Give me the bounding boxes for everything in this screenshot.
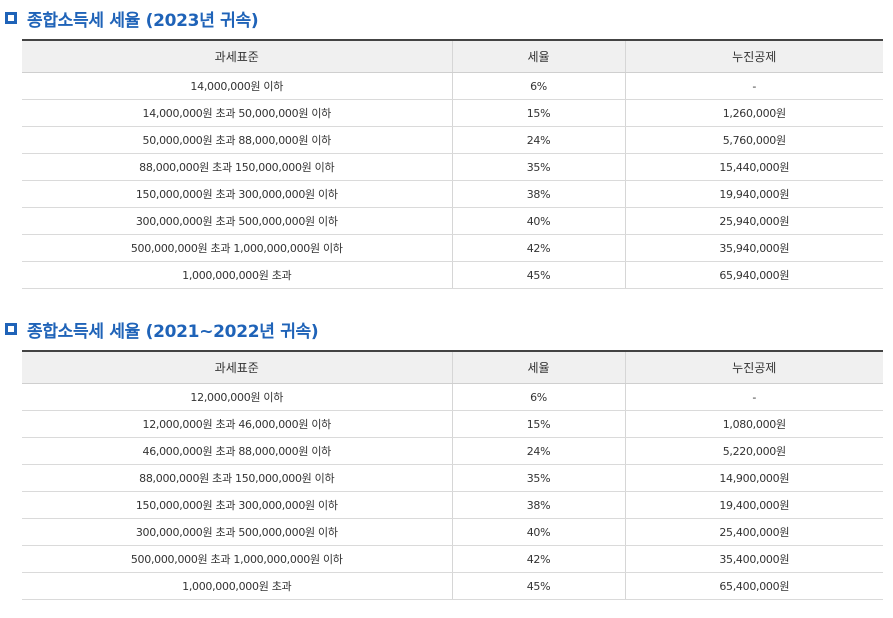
tax-rate-cell: 24% — [451, 126, 625, 154]
tax-rate-cell: 15% — [451, 410, 625, 438]
tax-rate-cell: 6% — [451, 383, 625, 411]
tax-base-cell: 46,000,000원 초과 88,000,000원 이하 — [22, 437, 452, 465]
tax-base-cell: 12,000,000원 초과 46,000,000원 이하 — [22, 410, 452, 438]
section-heading: 종합소득세 세율 (2021~2022년 귀속) — [5, 317, 319, 342]
deduction-cell: 14,900,000원 — [624, 464, 883, 492]
deduction-cell: 35,940,000원 — [624, 234, 883, 262]
tax-rate-cell: 24% — [451, 437, 625, 465]
tax-base-cell: 14,000,000원 초과 50,000,000원 이하 — [22, 99, 452, 127]
table-row: 300,000,000원 초과 500,000,000원 이하 40% 25,4… — [22, 518, 883, 546]
table-row: 14,000,000원 이하 6% - — [22, 72, 883, 100]
table-row: 500,000,000원 초과 1,000,000,000원 이하 42% 35… — [22, 234, 883, 262]
table-row: 1,000,000,000원 초과 45% 65,940,000원 — [22, 261, 883, 289]
header-tax-base: 과세표준 — [22, 40, 452, 73]
table-row: 88,000,000원 초과 150,000,000원 이하 35% 15,44… — [22, 153, 883, 181]
deduction-cell: 25,940,000원 — [624, 207, 883, 235]
table-row: 14,000,000원 초과 50,000,000원 이하 15% 1,260,… — [22, 99, 883, 127]
table-row: 50,000,000원 초과 88,000,000원 이하 24% 5,760,… — [22, 126, 883, 154]
deduction-cell: 65,940,000원 — [624, 261, 883, 289]
tax-rate-cell: 45% — [451, 261, 625, 289]
tax-base-cell: 1,000,000,000원 초과 — [22, 261, 452, 289]
deduction-cell: 19,400,000원 — [624, 491, 883, 519]
tax-base-cell: 150,000,000원 초과 300,000,000원 이하 — [22, 180, 452, 208]
tax-base-cell: 150,000,000원 초과 300,000,000원 이하 — [22, 491, 452, 519]
deduction-cell: 19,940,000원 — [624, 180, 883, 208]
tax-rate-cell: 45% — [451, 572, 625, 600]
deduction-cell: 25,400,000원 — [624, 518, 883, 546]
table-row: 12,000,000원 초과 46,000,000원 이하 15% 1,080,… — [22, 410, 883, 438]
header-tax-rate: 세율 — [451, 40, 625, 73]
table-row: 1,000,000,000원 초과 45% 65,400,000원 — [22, 572, 883, 600]
tax-base-cell: 300,000,000원 초과 500,000,000원 이하 — [22, 518, 452, 546]
header-tax-base: 과세표준 — [22, 351, 452, 384]
table-row: 300,000,000원 초과 500,000,000원 이하 40% 25,9… — [22, 207, 883, 235]
table-row: 12,000,000원 이하 6% - — [22, 383, 883, 411]
tax-rate-cell: 42% — [451, 545, 625, 573]
square-bullet-icon — [5, 323, 17, 335]
deduction-cell: - — [624, 72, 883, 100]
section-title: 종합소득세 세율 (2021~2022년 귀속) — [27, 321, 319, 342]
tax-rate-cell: 35% — [451, 464, 625, 492]
tax-base-cell: 1,000,000,000원 초과 — [22, 572, 452, 600]
tax-rate-cell: 38% — [451, 491, 625, 519]
tax-rate-cell: 40% — [451, 518, 625, 546]
tax-rate-table: 과세표준 세율 누진공제 12,000,000원 이하 6% - 12,000,… — [22, 350, 883, 600]
tax-base-cell: 12,000,000원 이하 — [22, 383, 452, 411]
deduction-cell: - — [624, 383, 883, 411]
tax-base-cell: 88,000,000원 초과 150,000,000원 이하 — [22, 153, 452, 181]
tax-rate-cell: 15% — [451, 99, 625, 127]
header-progressive-deduction: 누진공제 — [624, 40, 883, 73]
tax-base-cell: 300,000,000원 초과 500,000,000원 이하 — [22, 207, 452, 235]
table-header-row: 과세표준 세율 누진공제 — [22, 351, 883, 384]
deduction-cell: 5,760,000원 — [624, 126, 883, 154]
deduction-cell: 65,400,000원 — [624, 572, 883, 600]
table-row: 500,000,000원 초과 1,000,000,000원 이하 42% 35… — [22, 545, 883, 573]
table-row: 46,000,000원 초과 88,000,000원 이하 24% 5,220,… — [22, 437, 883, 465]
tax-base-cell: 14,000,000원 이하 — [22, 72, 452, 100]
tax-base-cell: 500,000,000원 초과 1,000,000,000원 이하 — [22, 545, 452, 573]
section-title: 종합소득세 세율 (2023년 귀속) — [27, 10, 259, 31]
header-tax-rate: 세율 — [451, 351, 625, 384]
deduction-cell: 5,220,000원 — [624, 437, 883, 465]
tax-base-cell: 88,000,000원 초과 150,000,000원 이하 — [22, 464, 452, 492]
tax-base-cell: 50,000,000원 초과 88,000,000원 이하 — [22, 126, 452, 154]
section-heading: 종합소득세 세율 (2023년 귀속) — [5, 6, 259, 31]
tax-rate-table: 과세표준 세율 누진공제 14,000,000원 이하 6% - 14,000,… — [22, 39, 883, 289]
tax-rate-cell: 38% — [451, 180, 625, 208]
table-row: 150,000,000원 초과 300,000,000원 이하 38% 19,9… — [22, 180, 883, 208]
tax-base-cell: 500,000,000원 초과 1,000,000,000원 이하 — [22, 234, 452, 262]
deduction-cell: 35,400,000원 — [624, 545, 883, 573]
square-bullet-icon — [5, 12, 17, 24]
table-header-row: 과세표준 세율 누진공제 — [22, 40, 883, 73]
deduction-cell: 15,440,000원 — [624, 153, 883, 181]
tax-rate-cell: 42% — [451, 234, 625, 262]
header-progressive-deduction: 누진공제 — [624, 351, 883, 384]
table-row: 88,000,000원 초과 150,000,000원 이하 35% 14,90… — [22, 464, 883, 492]
tax-rate-cell: 35% — [451, 153, 625, 181]
tax-rate-cell: 6% — [451, 72, 625, 100]
table-row: 150,000,000원 초과 300,000,000원 이하 38% 19,4… — [22, 491, 883, 519]
deduction-cell: 1,080,000원 — [624, 410, 883, 438]
deduction-cell: 1,260,000원 — [624, 99, 883, 127]
tax-rate-cell: 40% — [451, 207, 625, 235]
